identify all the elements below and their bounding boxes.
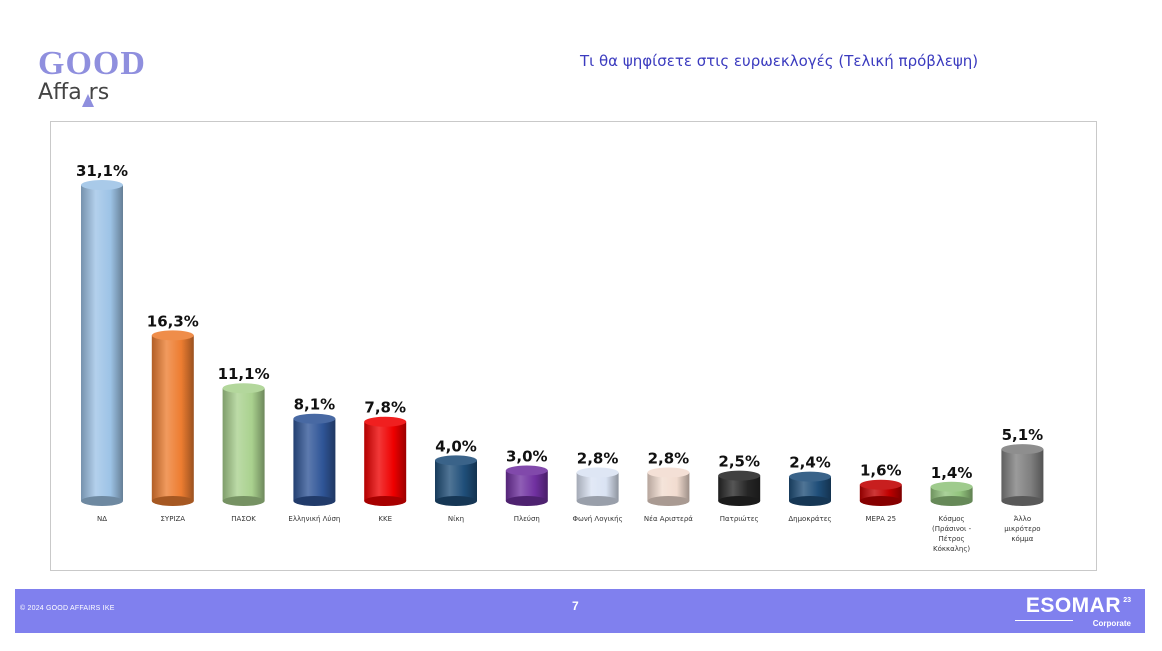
bar-1 — [81, 180, 123, 506]
category-label: Πλεύση — [514, 515, 540, 523]
category-label: (Πράσινοι - — [932, 525, 972, 533]
bar-14 — [1001, 444, 1044, 506]
category-label: Φωνή Λογικής — [572, 515, 622, 523]
bar-value-label: 5,1% — [1002, 426, 1044, 444]
bar-value-label: 1,6% — [860, 462, 902, 480]
bar-value-label: 7,8% — [364, 399, 406, 417]
category-label: ΣΥΡΙΖΑ — [161, 515, 186, 523]
category-label: Πατριώτες — [720, 515, 759, 523]
category-label: Ελληνική Λύση — [288, 515, 340, 523]
category-label: ΜΕΡΑ 25 — [865, 515, 896, 523]
bar-value-label: 1,4% — [931, 464, 973, 482]
bar-11 — [789, 471, 831, 506]
category-label: Ν∆ — [97, 515, 107, 523]
category-label: Δημοκράτες — [788, 515, 831, 523]
esomar-logo-superscript: 23 — [1123, 597, 1131, 604]
category-label: Πέτρος — [939, 535, 965, 543]
bar-value-label: 2,8% — [648, 450, 690, 468]
bar-value-label: 8,1% — [294, 396, 336, 414]
page-number: 7 — [572, 599, 579, 613]
bar-value-label: 31,1% — [76, 162, 128, 180]
bar-4 — [293, 413, 336, 506]
footer-bar: © 2024 GOOD AFFAIRS IKE 7 ESOMAR 23 Corp… — [15, 589, 1145, 633]
brand-logo-good: GOOD — [38, 45, 146, 82]
bar-12 — [859, 479, 902, 506]
bar-6 — [435, 455, 477, 506]
bar-9 — [647, 467, 690, 506]
category-label: κόμμα — [1011, 535, 1033, 543]
bar-10 — [718, 470, 761, 506]
bar-13 — [930, 481, 973, 506]
bar-2 — [151, 330, 194, 506]
bar-value-label: 11,1% — [218, 365, 270, 383]
bar-value-label: 16,3% — [147, 312, 199, 330]
category-label: Κόκκαλης) — [933, 545, 970, 553]
bar-5 — [364, 416, 407, 506]
bar-chart: 31,1% 16,3% 11,1% 8,1% 7,8% 4,0% 3,0% 2,8% 2,8% 2… — [76, 162, 1044, 553]
category-label: Νέα Αριστερά — [644, 515, 693, 523]
category-label: Νίκη — [448, 515, 464, 523]
bar-value-label: 4,0% — [435, 437, 477, 455]
category-label: Κόσμος — [939, 515, 965, 523]
brand-logo-mark-icon — [82, 94, 94, 107]
footer-copyright: © 2024 GOOD AFFAIRS IKE — [20, 605, 115, 612]
chart-area: 31,1% 16,3% 11,1% 8,1% 7,8% 4,0% 3,0% 2,8% 2,8% 2… — [50, 121, 1097, 571]
brand-logo: GOOD Affa rs — [38, 44, 168, 114]
esomar-logo-sub: Corporate — [1092, 619, 1131, 628]
bar-value-label: 2,8% — [577, 450, 619, 468]
bar-3 — [222, 383, 265, 506]
category-label: ΚΚΕ — [378, 515, 392, 523]
bar-value-label: 2,4% — [789, 454, 831, 472]
esomar-logo: ESOMAR 23 Corporate — [1011, 593, 1131, 629]
esomar-logo-word: ESOMAR — [1025, 594, 1121, 617]
category-label: ΠΑΣΟΚ — [231, 515, 256, 523]
category-label: Άλλο — [1014, 515, 1031, 523]
bar-8 — [576, 467, 619, 506]
category-label: μικρότερο — [1004, 525, 1040, 533]
bar-7 — [505, 465, 548, 506]
brand-logo-affairs: Affa rs — [38, 80, 110, 105]
esomar-logo-rule — [1015, 620, 1073, 621]
bar-value-label: 2,5% — [718, 453, 760, 471]
chart-title: Τι θα ψηφίσετε στις ευρωεκλογές (Τελική … — [580, 52, 979, 70]
bar-value-label: 3,0% — [506, 448, 548, 466]
